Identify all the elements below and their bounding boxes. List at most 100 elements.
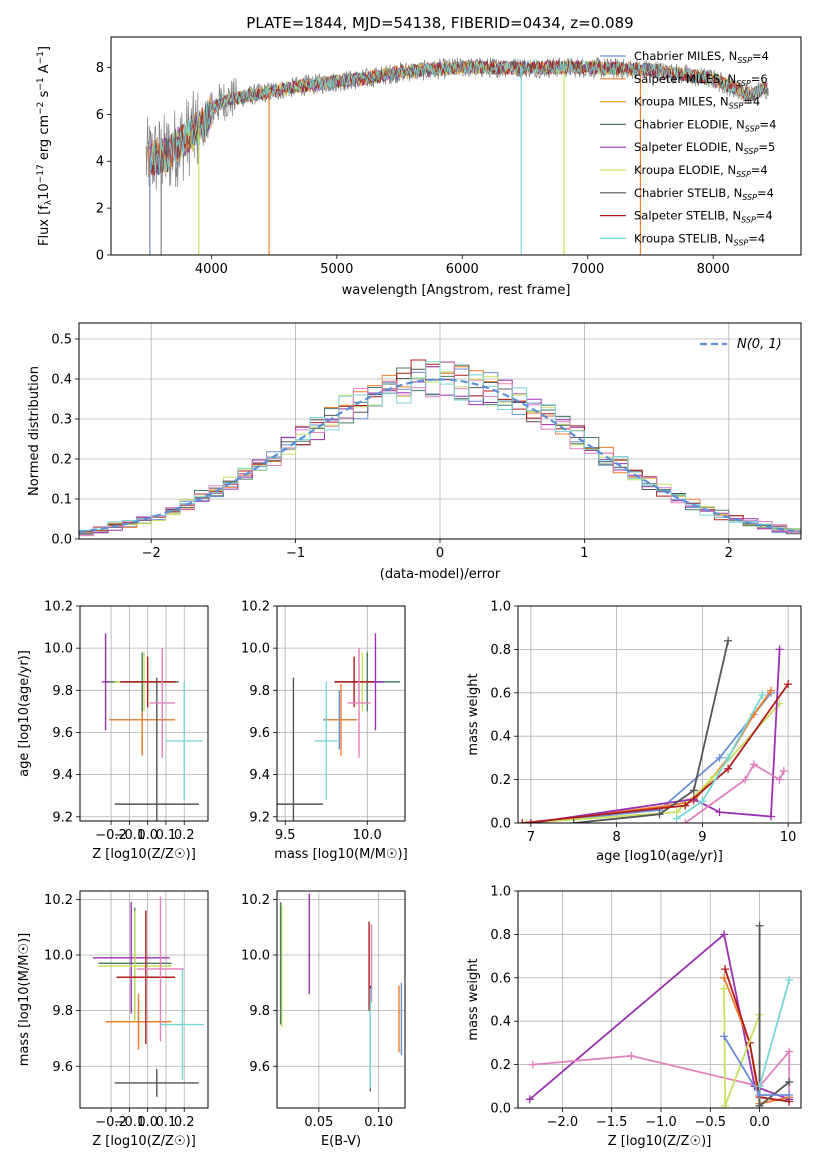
mass-weight-marker xyxy=(785,1077,794,1086)
x-tick-label: −2 xyxy=(142,546,161,561)
y-tick-label: 9.8 xyxy=(249,684,270,699)
legend-entry-subscript: SSP xyxy=(737,56,752,65)
histogram-step-line xyxy=(79,361,801,531)
mass-weight-line xyxy=(522,683,789,823)
y-tick-label: 0.4 xyxy=(490,730,511,745)
mass-weight-marker xyxy=(785,1047,794,1056)
legend-entry-text: =4 xyxy=(748,231,765,245)
y-tick-label: 9.6 xyxy=(52,726,73,741)
y-tick-label: 9.6 xyxy=(249,1060,270,1075)
x-tick-label: 9 xyxy=(698,830,706,845)
x-tick-label: 9.5 xyxy=(275,828,296,843)
residual-histogram-panel: −2 −1 0 1 2 0.0 0.1 0.2 0.3 0.4 0.5 (data-model)/er… xyxy=(27,322,802,582)
y-axis-label-part: −17 xyxy=(36,164,46,183)
x-tick-label: 10.0 xyxy=(353,828,382,843)
legend-entry-subscript: SSP xyxy=(736,170,751,179)
errorbar-plot-area xyxy=(277,633,401,821)
mass-weight-plot-area xyxy=(525,921,794,1108)
y-tick-label: 4 xyxy=(96,155,104,170)
mass-weight-marker xyxy=(785,1090,794,1099)
y-tick-label: 10.2 xyxy=(44,600,73,615)
x-tick-label: −0.1 xyxy=(114,828,146,843)
mass-weight-marker xyxy=(785,975,794,984)
x-tick-label: −0.5 xyxy=(694,1115,726,1130)
x-axis-label: Z [log10(Z/Z☉)] xyxy=(92,1134,196,1149)
y-axis-label-part: −2 xyxy=(36,102,46,115)
x-axis-label: (data-model)/error xyxy=(380,567,501,582)
mass-weight-marker xyxy=(720,973,729,982)
age-vs-metallicity-panel: −0.2−0.10.00.10.2 9.2 9.4 9.6 9.8 10.0 10.2 Z [… xyxy=(17,600,209,862)
mass-weight-marker xyxy=(681,801,690,810)
x-tick-label: 0.0 xyxy=(137,1115,158,1130)
mass-weight-marker xyxy=(755,1101,764,1108)
mass-weight-marker xyxy=(526,819,535,823)
mass-weight-marker xyxy=(766,686,775,695)
mass-weight-marker xyxy=(724,753,733,762)
legend-entry-text: =4 xyxy=(757,186,774,200)
y-tick-label: 0.0 xyxy=(51,533,72,548)
legend-entry: N(0, 1) xyxy=(737,337,782,352)
y-axis-label: mass [log10(M/M☉)] xyxy=(17,933,32,1066)
y-tick-label: 9.8 xyxy=(52,684,73,699)
y-tick-label: 10.0 xyxy=(44,948,73,963)
x-axis-label: wavelength [Angstrom, rest frame] xyxy=(342,283,571,298)
mass-weight-marker xyxy=(721,1101,730,1108)
mass-weight-marker xyxy=(720,984,729,993)
y-tick-label: 0.0 xyxy=(490,1102,511,1117)
x-tick-label: −1.5 xyxy=(596,1115,628,1130)
y-tick-label: 8 xyxy=(96,61,104,76)
y-tick-label: 10.0 xyxy=(241,948,270,963)
y-axis-label-part: erg cm xyxy=(37,115,52,164)
y-tick-label: 9.4 xyxy=(52,768,73,783)
mass-weight-marker xyxy=(655,810,664,819)
x-axis-label: Z [log10(Z/Z☉)] xyxy=(608,1134,712,1149)
model-spectrum-line xyxy=(149,59,767,176)
y-tick-label: 9.2 xyxy=(249,810,270,825)
mass-weight-marker xyxy=(784,680,793,689)
mass-weight-marker xyxy=(715,753,724,762)
x-tick-label: −0.2 xyxy=(95,828,127,843)
model-spectrum-line xyxy=(150,60,767,176)
mass-vs-extinction-panel: 0.05 0.10 9.6 9.8 10.0 10.2 E(B-V) xyxy=(241,890,406,1149)
y-tick-label: 9.6 xyxy=(52,1060,73,1075)
mass-weight-marker xyxy=(775,775,784,784)
y-tick-label: 6 xyxy=(96,108,104,123)
x-tick-label: 0.1 xyxy=(156,828,177,843)
mass-weight-marker xyxy=(721,965,730,974)
y-axis-label-part: A xyxy=(37,64,52,77)
legend-entry-text: Salpeter STELIB, N xyxy=(634,209,741,223)
y-tick-label: 10.0 xyxy=(44,642,73,657)
mass-weight-plot-area xyxy=(518,636,793,823)
mass-weight-marker xyxy=(749,760,758,769)
x-tick-label: 0.10 xyxy=(364,1115,393,1130)
mass-weight-vs-metallicity-panel: −2.0 −1.5 −1.0 −0.5 0.0 0.0 0.2 0.4 0.6 0.8 1.0 Z [… xyxy=(466,885,802,1149)
x-tick-label: 7 xyxy=(527,830,535,845)
mass-weight-marker xyxy=(741,775,750,784)
legend-entry-text: Kroupa STELIB, N xyxy=(634,231,734,245)
legend-entry-text: Chabrier ELODIE, N xyxy=(634,117,745,131)
mass-weight-marker xyxy=(689,786,698,795)
y-tick-label: 0.6 xyxy=(490,971,511,986)
y-axis-label: mass weight xyxy=(466,673,481,755)
y-tick-label: 9.6 xyxy=(249,726,270,741)
mass-weight-marker xyxy=(627,1051,636,1060)
y-tick-label: 1.0 xyxy=(490,885,511,900)
mass-weight-line xyxy=(676,694,764,820)
y-axis-label-part: −1 xyxy=(36,51,46,64)
legend-entry: Kroupa MILES, NSSP=4 xyxy=(634,95,760,111)
mass-weight-marker xyxy=(775,645,784,654)
y-tick-label: 10.0 xyxy=(241,642,270,657)
mass-weight-marker xyxy=(755,1090,764,1099)
legend-entry: Kroupa ELODIE, NSSP=4 xyxy=(634,163,768,179)
y-tick-label: 10.2 xyxy=(44,893,73,908)
x-axis-label: age [log10(age/yr)] xyxy=(596,849,723,864)
y-axis-label-part: s xyxy=(37,90,52,101)
y-axis-label-part: 10 xyxy=(37,183,52,200)
y-axis-label: age [log10(age/yr)] xyxy=(17,650,32,777)
y-tick-label: 0.1 xyxy=(51,493,72,508)
y-tick-label: 10.2 xyxy=(241,600,270,615)
y-axis-label: Flux [fλ​10−17​ erg cm−2​ s−1​ A−1​] xyxy=(36,46,54,246)
legend-entry-subscript: SSP xyxy=(742,193,757,202)
y-axis-label-part: Flux [f xyxy=(37,205,52,246)
